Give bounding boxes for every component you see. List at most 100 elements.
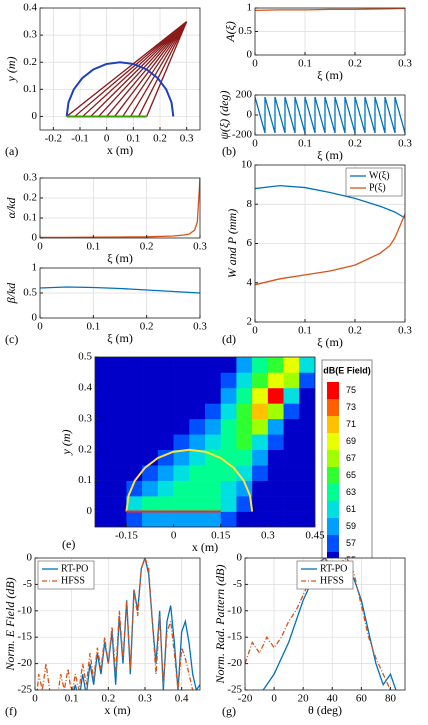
heat-cell bbox=[252, 357, 269, 373]
x-tick-label: -0.15 bbox=[115, 530, 138, 542]
heat-cell bbox=[173, 434, 190, 451]
y-tick-label: 0.1 bbox=[78, 474, 92, 486]
heat-cell bbox=[95, 496, 112, 512]
heat-cell bbox=[299, 387, 315, 404]
heat-cell bbox=[142, 480, 159, 497]
heat-cell bbox=[157, 434, 174, 451]
colorbar-label: 69 bbox=[346, 436, 356, 446]
heat-cell bbox=[252, 496, 269, 512]
heat-cell bbox=[126, 434, 143, 451]
heat-cell bbox=[283, 480, 300, 497]
y-tick-label: -20 bbox=[17, 657, 32, 669]
heat-cell bbox=[110, 372, 127, 389]
series-line bbox=[255, 184, 405, 219]
heat-cell bbox=[189, 434, 206, 451]
heat-cell bbox=[283, 403, 300, 420]
x-tick-label: 0.45 bbox=[305, 530, 325, 542]
heat-cell bbox=[236, 403, 253, 420]
y-tick-label: 200 bbox=[236, 89, 253, 101]
x-tick-label: 40 bbox=[327, 693, 339, 705]
heat-cell bbox=[220, 372, 237, 389]
heat-cell bbox=[267, 387, 284, 404]
heat-cell bbox=[267, 357, 284, 373]
heat-cell bbox=[126, 403, 143, 420]
colorbar-label: 71 bbox=[346, 419, 356, 429]
heat-cell bbox=[220, 511, 237, 527]
plot-area bbox=[40, 178, 200, 238]
heat-cell bbox=[205, 480, 222, 497]
x-tick-label: 0.2 bbox=[101, 693, 115, 705]
x-tick-label: 0.1 bbox=[86, 321, 100, 333]
x-tick-label: 0.3 bbox=[398, 138, 412, 150]
heat-cell bbox=[142, 511, 159, 527]
x-axis-label: ξ (m) bbox=[317, 68, 343, 82]
heat-cell bbox=[236, 434, 253, 451]
heat-cell bbox=[142, 496, 159, 512]
y-axis-label: α/kd bbox=[4, 197, 18, 219]
panel-label: (d) bbox=[222, 332, 236, 346]
heat-cell bbox=[205, 403, 222, 420]
colorbar-label: 73 bbox=[346, 402, 356, 412]
heat-cell bbox=[157, 418, 174, 435]
y-tick-label: 2 bbox=[247, 316, 253, 328]
heat-cell bbox=[157, 357, 174, 373]
x-tick-label: 0 bbox=[171, 530, 177, 542]
x-tick-label: 60 bbox=[356, 693, 368, 705]
y-tick-label: 10 bbox=[241, 159, 253, 171]
heat-cell bbox=[126, 418, 143, 435]
colorbar-label: 61 bbox=[346, 504, 356, 514]
plot-frame bbox=[39, 7, 201, 131]
heat-cell bbox=[173, 496, 190, 512]
heat-cell bbox=[299, 496, 315, 512]
heat-cell bbox=[236, 511, 253, 527]
heat-cell bbox=[142, 387, 159, 404]
heat-cell bbox=[283, 449, 300, 466]
y-tick-label: 8 bbox=[247, 198, 253, 210]
series-line bbox=[65, 61, 175, 117]
heat-cell bbox=[110, 434, 127, 451]
x-tick-label: 0.15 bbox=[211, 530, 231, 542]
x-axis-label: x (m) bbox=[107, 143, 133, 157]
x-tick-label: 0.2 bbox=[140, 241, 154, 253]
series-line bbox=[36, 558, 194, 690]
y-axis-label: A(ξ) bbox=[223, 21, 237, 42]
y-tick-label: 0.2 bbox=[23, 192, 37, 204]
plot-content bbox=[255, 8, 405, 55]
heat-cell bbox=[252, 480, 269, 497]
x-tick-label: 80 bbox=[385, 693, 397, 705]
series-line bbox=[255, 96, 405, 134]
heat-cell bbox=[173, 511, 190, 527]
x-axis-label: ξ (m) bbox=[107, 251, 133, 265]
heat-cell bbox=[189, 449, 206, 466]
heat-cell bbox=[173, 449, 190, 466]
y-tick-label: -15 bbox=[17, 631, 32, 643]
y-axis-label: Norm. E Field (dB) bbox=[3, 577, 17, 671]
y-tick-label: 0 bbox=[247, 109, 253, 121]
heat-cell bbox=[189, 465, 206, 481]
heat-cell bbox=[252, 372, 269, 389]
heat-cell bbox=[283, 372, 300, 389]
heat-cell bbox=[220, 403, 237, 420]
colorbar-swatch bbox=[327, 382, 339, 399]
heat-cell bbox=[189, 403, 206, 420]
y-tick-label: 0.4 bbox=[78, 381, 92, 393]
heat-cell bbox=[267, 418, 284, 435]
colorbar-label: 67 bbox=[346, 453, 356, 463]
heat-cell bbox=[205, 387, 222, 404]
plot-area bbox=[40, 8, 200, 130]
colorbar-swatch bbox=[327, 518, 339, 535]
heat-cell bbox=[220, 496, 237, 512]
heat-cell bbox=[299, 357, 315, 373]
heat-cell bbox=[157, 465, 174, 481]
x-tick-label: 0 bbox=[104, 133, 110, 145]
heat-cell bbox=[95, 357, 112, 373]
y-axis-label: ψ(ξ) (deg) bbox=[217, 91, 231, 140]
x-axis-label: ξ (m) bbox=[317, 148, 343, 162]
legend-label: P(ξ) bbox=[369, 182, 386, 193]
y-tick-label: 0.1 bbox=[23, 83, 37, 95]
x-tick-label: 0.1 bbox=[65, 693, 79, 705]
y-tick-label: -25 bbox=[17, 684, 32, 696]
plot-content bbox=[40, 178, 200, 238]
series-line bbox=[255, 213, 405, 286]
